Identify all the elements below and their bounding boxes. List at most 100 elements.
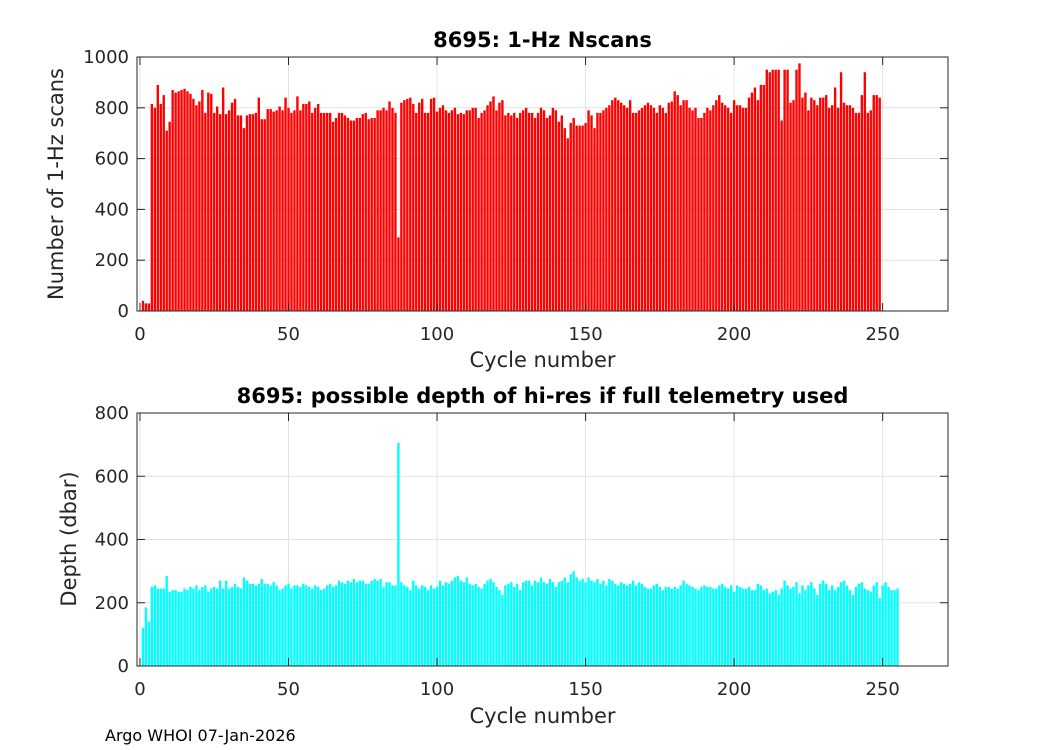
bar	[322, 588, 326, 666]
bar	[388, 582, 391, 666]
bar	[501, 594, 504, 666]
bar	[489, 579, 492, 666]
bar	[628, 100, 632, 312]
bar	[801, 585, 804, 666]
bar	[415, 585, 418, 666]
nscans-chart: 0 50 100 150 200 250 0 200 400 600 800 1000 8695: 1…	[44, 28, 949, 372]
bar	[685, 583, 688, 666]
bar	[676, 95, 679, 311]
bar	[195, 585, 198, 666]
bar	[712, 588, 715, 666]
bar	[477, 117, 480, 312]
bar	[236, 115, 240, 311]
bar	[860, 582, 864, 666]
bar	[774, 590, 777, 666]
bar	[872, 95, 875, 311]
bar	[869, 591, 872, 666]
bar	[539, 107, 543, 311]
bar	[213, 112, 216, 311]
bar	[709, 586, 712, 666]
bar	[388, 101, 391, 311]
bar	[218, 580, 222, 666]
bar	[623, 583, 626, 666]
bar	[278, 590, 281, 666]
bar	[308, 101, 311, 311]
bar	[192, 98, 195, 311]
bar	[409, 590, 412, 666]
bar	[542, 582, 546, 666]
bar	[827, 590, 831, 666]
bar	[887, 586, 890, 666]
bar	[527, 112, 531, 311]
bar	[560, 580, 563, 666]
bar	[786, 585, 789, 666]
bar	[239, 115, 243, 311]
bar	[447, 112, 451, 311]
bar	[756, 100, 760, 312]
bar	[385, 110, 388, 311]
bar	[272, 111, 275, 311]
bar	[625, 107, 629, 311]
bar	[373, 579, 376, 666]
bar	[275, 110, 278, 311]
bar	[709, 110, 712, 311]
bar	[204, 585, 207, 666]
bar	[813, 588, 816, 666]
bar	[759, 84, 763, 311]
bar	[676, 588, 679, 666]
x-tick-label: 150	[568, 324, 602, 345]
y-tick-label: 800	[95, 98, 129, 119]
bar	[625, 585, 629, 666]
bar	[474, 107, 477, 311]
bar	[584, 123, 587, 311]
bar	[340, 112, 344, 311]
bar	[462, 114, 465, 312]
bar	[281, 110, 284, 311]
bar	[572, 571, 575, 667]
y-tick-label: 800	[95, 403, 129, 424]
bar	[198, 101, 201, 311]
bar	[471, 585, 474, 666]
bar	[753, 590, 757, 666]
bar	[337, 112, 341, 311]
bar	[670, 588, 673, 666]
bar	[551, 582, 555, 666]
bar	[468, 110, 471, 311]
bar	[765, 588, 768, 666]
bar	[786, 69, 789, 311]
bar	[516, 583, 519, 666]
axes-box	[136, 56, 949, 312]
bar	[726, 107, 730, 311]
bar	[299, 110, 302, 311]
bar	[186, 91, 189, 311]
bar	[210, 93, 213, 311]
bar	[566, 582, 569, 666]
bar	[563, 128, 566, 311]
bar	[679, 105, 682, 311]
bar	[486, 580, 489, 666]
bar	[284, 97, 287, 311]
bar	[774, 69, 777, 311]
bar	[530, 585, 534, 666]
bar	[617, 100, 620, 312]
bar	[382, 586, 385, 666]
y-axis-label: Depth (dbar)	[57, 471, 81, 606]
bar	[611, 580, 614, 666]
bar	[415, 112, 418, 311]
bar	[156, 84, 159, 311]
bar	[421, 585, 424, 666]
x-tick-label: 100	[420, 679, 454, 700]
bar	[673, 91, 676, 311]
bar	[373, 117, 376, 312]
bar	[854, 112, 858, 311]
x-axis-label: Cycle number	[469, 348, 615, 372]
y-tick-label: 200	[95, 593, 129, 614]
bar	[153, 585, 157, 666]
bar	[646, 102, 650, 311]
bar	[287, 107, 290, 311]
bar	[845, 105, 849, 311]
bar	[587, 110, 590, 311]
bar	[830, 585, 834, 666]
bar	[807, 585, 810, 666]
